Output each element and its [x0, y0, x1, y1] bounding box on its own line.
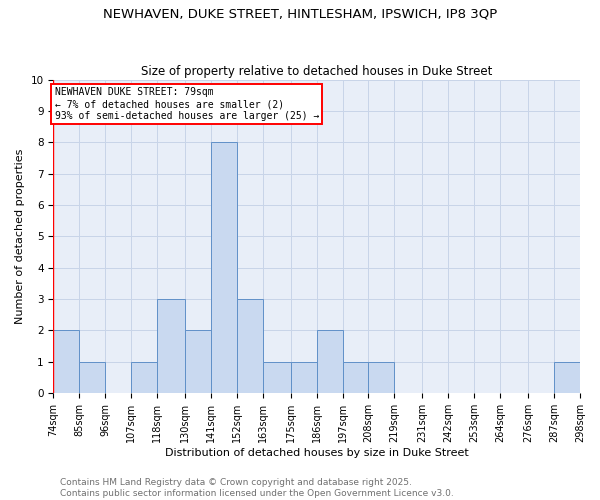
Bar: [237, 299, 263, 393]
Bar: [368, 362, 394, 393]
Text: NEWHAVEN DUKE STREET: 79sqm
← 7% of detached houses are smaller (2)
93% of semi-: NEWHAVEN DUKE STREET: 79sqm ← 7% of deta…: [55, 88, 319, 120]
Bar: [343, 362, 368, 393]
Bar: [211, 142, 237, 393]
Bar: [317, 330, 343, 393]
Text: Contains HM Land Registry data © Crown copyright and database right 2025.
Contai: Contains HM Land Registry data © Crown c…: [60, 478, 454, 498]
Bar: [79, 362, 105, 393]
Text: NEWHAVEN, DUKE STREET, HINTLESHAM, IPSWICH, IP8 3QP: NEWHAVEN, DUKE STREET, HINTLESHAM, IPSWI…: [103, 8, 497, 20]
Title: Size of property relative to detached houses in Duke Street: Size of property relative to detached ho…: [141, 66, 493, 78]
Bar: [157, 299, 185, 393]
Bar: [53, 330, 79, 393]
Bar: [131, 362, 157, 393]
Bar: [185, 330, 211, 393]
Bar: [263, 362, 291, 393]
Bar: [554, 362, 580, 393]
X-axis label: Distribution of detached houses by size in Duke Street: Distribution of detached houses by size …: [165, 448, 469, 458]
Bar: [291, 362, 317, 393]
Y-axis label: Number of detached properties: Number of detached properties: [15, 148, 25, 324]
